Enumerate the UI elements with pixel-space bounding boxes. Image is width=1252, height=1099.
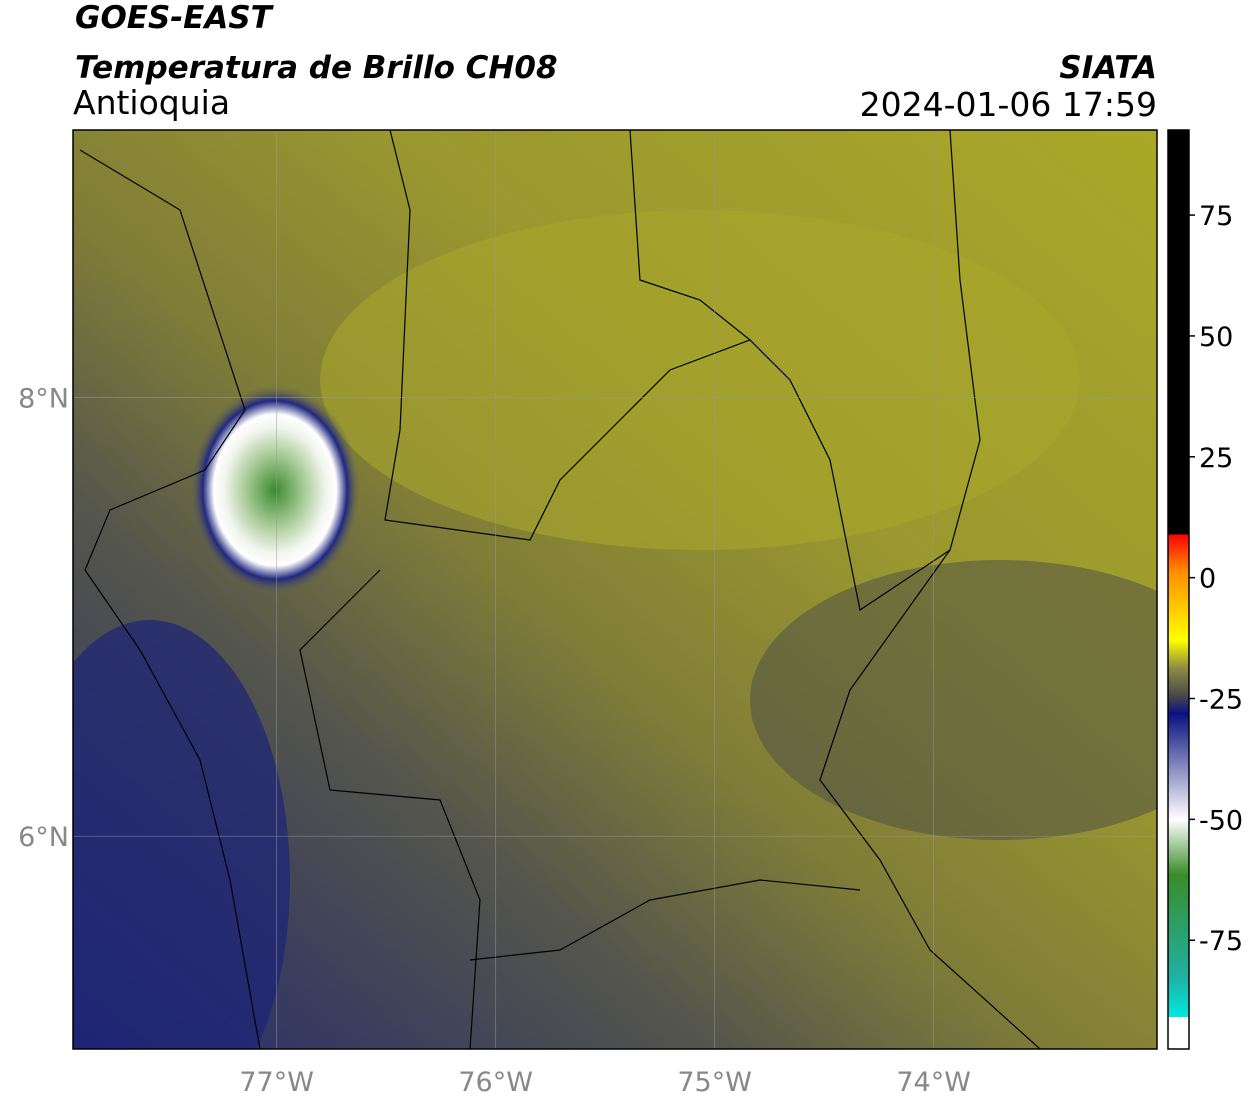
lat-tick-label: 6°N [18, 822, 69, 853]
colorbar-tick-label: -75 [1199, 926, 1243, 957]
colorbar-tick-label: -50 [1199, 805, 1243, 836]
datetime: 2024-01-06 17:59 [860, 85, 1157, 124]
map-frame [72, 129, 1158, 1050]
source: SIATA [1059, 50, 1157, 86]
satellite-image [73, 130, 1157, 1049]
lon-tick-label: 76°W [458, 1067, 533, 1098]
graticule [73, 130, 1157, 1049]
title: GOES-EAST [75, 0, 275, 36]
colorbar-tick-label: 25 [1199, 443, 1233, 474]
lon-tick-label: 75°W [677, 1067, 752, 1098]
colorbar-tick-label: -25 [1199, 685, 1243, 716]
lon-tick-label: 77°W [239, 1067, 314, 1098]
colorbar-tick-label: 0 [1199, 564, 1216, 595]
colorbar-tick-label: 50 [1199, 322, 1233, 353]
subtitle: Temperatura de Brillo CH08 [75, 50, 558, 86]
lat-tick-label: 8°N [18, 384, 69, 415]
region: Antioquia [73, 83, 230, 122]
colorbar-tick-label: 75 [1199, 201, 1233, 232]
colorbar [1167, 129, 1190, 1050]
lon-tick-label: 74°W [896, 1067, 971, 1098]
